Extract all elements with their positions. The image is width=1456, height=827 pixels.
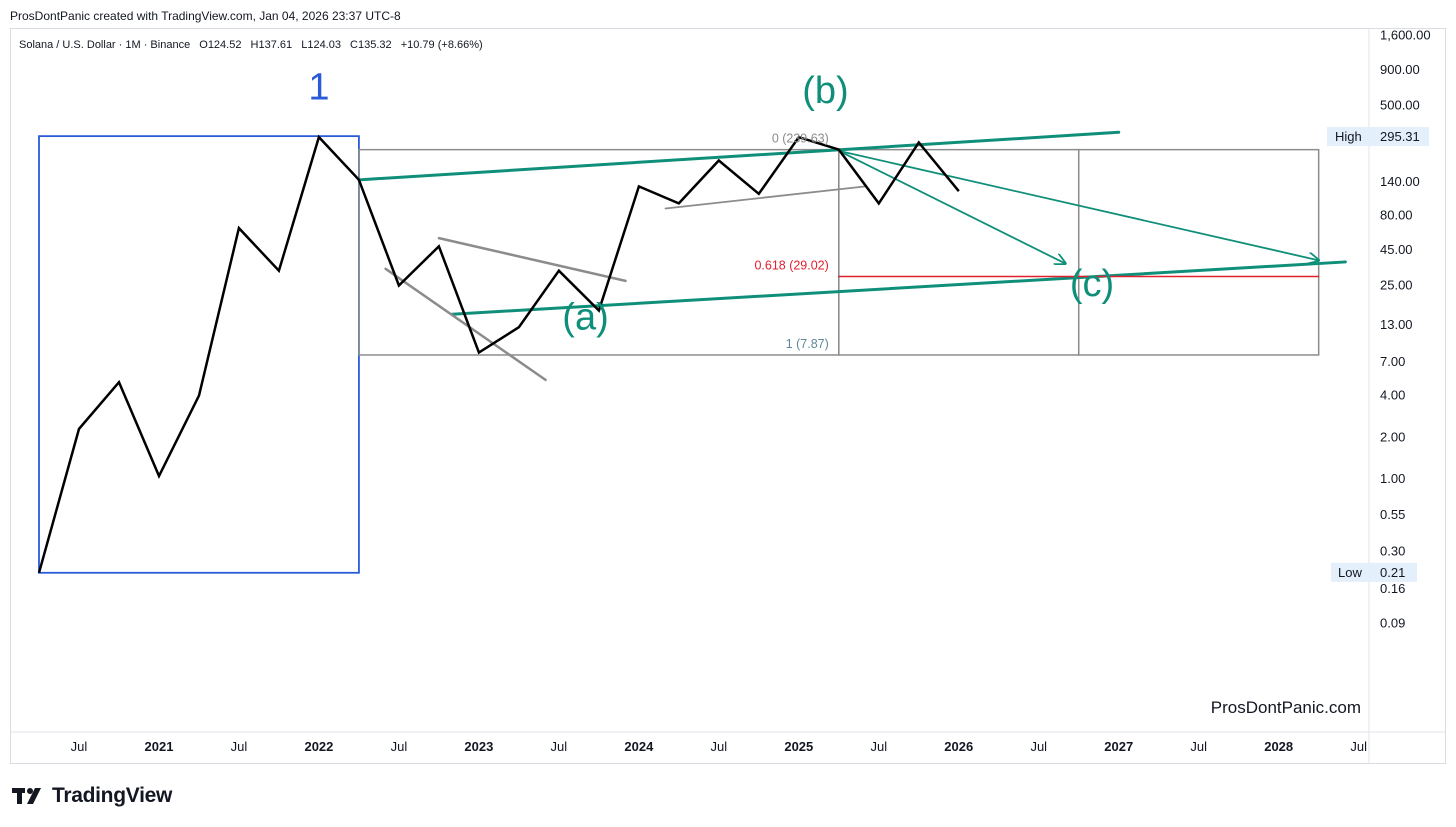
low-tag-label: Low <box>1338 565 1362 580</box>
x-tick-label: Jul <box>231 739 248 754</box>
y-tick-label: 25.00 <box>1380 278 1413 293</box>
x-tick-label: Jul <box>870 739 887 754</box>
projection-arrow[interactable] <box>838 150 1066 264</box>
open-value: 124.52 <box>208 39 242 51</box>
x-tick-label: Jul <box>1030 739 1047 754</box>
close-label: C <box>350 39 358 51</box>
y-tick-label: 0.55 <box>1380 507 1405 522</box>
series-layer <box>37 134 960 574</box>
y-tick-label: 500.00 <box>1380 97 1420 112</box>
trendline[interactable] <box>357 130 1121 182</box>
y-tick-label: 0.09 <box>1380 616 1405 631</box>
axes-layer: 1,600.00900.00500.00290.00140.0080.0045.… <box>11 29 1445 763</box>
x-tick-label: 2027 <box>1104 739 1133 754</box>
wave-label: (a) <box>562 297 608 339</box>
x-tick-label: 2024 <box>624 739 654 754</box>
x-tick-label: 2028 <box>1264 739 1293 754</box>
trendline[interactable] <box>384 267 547 382</box>
labels-layer: 0 (239.63) 0.618 (29.02) 1 (7.87) 1 (a) (b) (c… <box>308 67 1429 582</box>
close-value: 135.32 <box>358 39 392 51</box>
y-tick-label: 1,600.00 <box>1380 29 1431 43</box>
x-tick-label: 2023 <box>464 739 493 754</box>
high-tag-label: High <box>1335 129 1362 144</box>
low-value: 124.03 <box>307 39 341 51</box>
change-value: +10.79 (+8.66%) <box>401 39 483 51</box>
projection-arrow[interactable] <box>838 149 1319 261</box>
x-tick-label: Jul <box>71 739 88 754</box>
y-tick-label: 13.00 <box>1380 317 1413 332</box>
x-tick-label: Jul <box>1350 739 1367 754</box>
high-tag-value: 295.31 <box>1380 129 1420 144</box>
tradingview-brand: TradingView <box>52 784 173 807</box>
symbol-legend[interactable]: Solana / U.S. Dollar · 1M · Binance O124… <box>19 39 483 51</box>
y-tick-label: 0.30 <box>1380 543 1405 558</box>
y-tick-label: 140.00 <box>1380 174 1420 189</box>
range-box[interactable] <box>38 135 360 574</box>
x-tick-label: Jul <box>391 739 408 754</box>
price-series-line[interactable] <box>37 134 960 574</box>
y-tick-label: 7.00 <box>1380 354 1405 369</box>
chart-frame[interactable]: 1,600.00900.00500.00290.00140.0080.0045.… <box>10 28 1446 764</box>
y-tick-label: 0.16 <box>1380 581 1405 596</box>
price-chart[interactable]: 1,600.00900.00500.00290.00140.0080.0045.… <box>11 29 1445 763</box>
trendline[interactable] <box>437 236 627 283</box>
y-tick-label: 900.00 <box>1380 62 1420 77</box>
low-tag-bg <box>1331 562 1377 582</box>
y-tick-label: 45.00 <box>1380 242 1413 257</box>
y-tick-label: 4.00 <box>1380 388 1405 403</box>
high-value-bg <box>1377 127 1429 147</box>
low-value-bg <box>1377 562 1417 582</box>
chart-credit: ProsDontPanic created with TradingView.c… <box>10 9 401 23</box>
low-tag-value: 0.21 <box>1380 565 1405 580</box>
drawings-layer <box>38 130 1347 574</box>
fib-level-label: 0 (239.63) <box>772 132 829 146</box>
tradingview-logo[interactable]: TradingView <box>12 784 172 808</box>
wave-label: (c) <box>1070 263 1114 305</box>
fib-level-label: 1 (7.87) <box>786 337 829 351</box>
watermark: ProsDontPanic.com <box>1211 698 1361 717</box>
x-tick-label: 2022 <box>304 739 333 754</box>
x-tick-label: 2025 <box>784 739 813 754</box>
x-tick-label: Jul <box>711 739 728 754</box>
y-tick-label: 80.00 <box>1380 208 1413 223</box>
high-label: H <box>251 39 259 51</box>
symbol-name: Solana / U.S. Dollar · 1M · Binance <box>19 39 190 51</box>
low-label: L <box>301 39 307 51</box>
tradingview-logo-icon <box>12 788 41 804</box>
fib-level-label: 0.618 (29.02) <box>754 259 828 273</box>
x-tick-label: Jul <box>551 739 568 754</box>
trendline[interactable] <box>664 185 867 210</box>
open-label: O <box>199 39 208 51</box>
wave-label: (b) <box>802 70 848 112</box>
y-tick-label: 2.00 <box>1380 429 1405 444</box>
x-tick-label: Jul <box>1190 739 1207 754</box>
high-value: 137.61 <box>258 39 292 51</box>
y-tick-label: 1.00 <box>1380 471 1405 486</box>
x-tick-label: 2026 <box>944 739 973 754</box>
x-tick-label: 2021 <box>145 739 174 754</box>
wave-label: 1 <box>308 67 329 109</box>
high-tag-bg <box>1327 127 1377 147</box>
